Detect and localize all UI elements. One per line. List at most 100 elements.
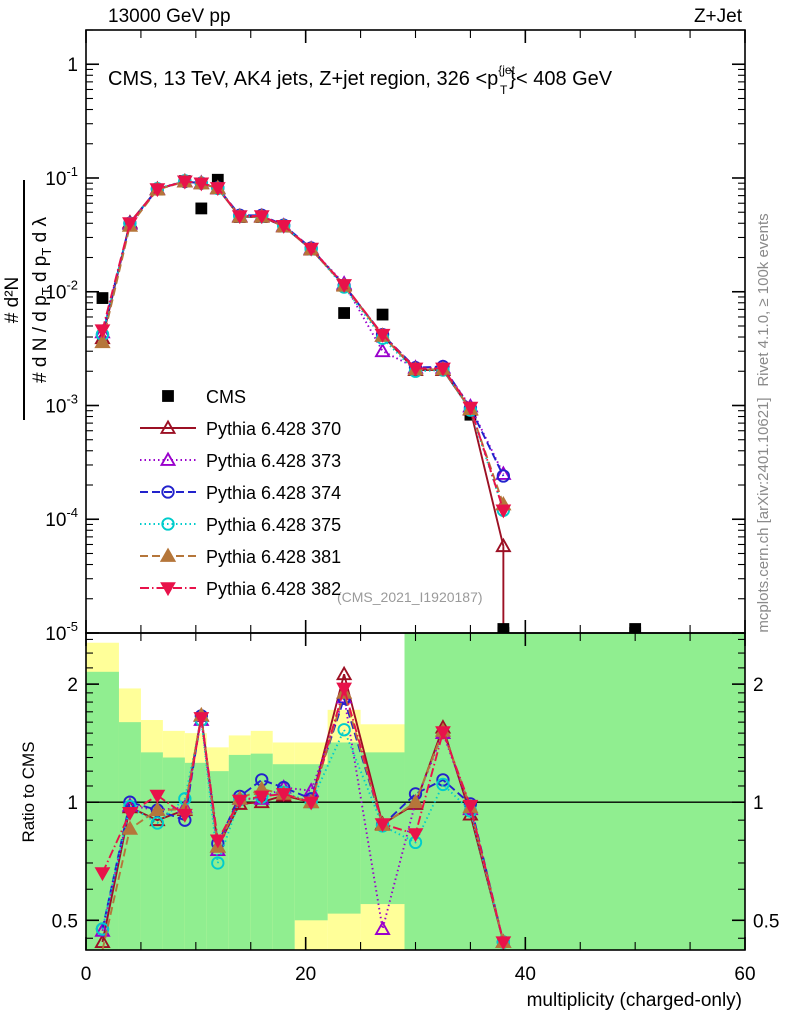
y-tick-label: 10-1	[45, 164, 78, 190]
legend-marker-p370	[159, 419, 177, 434]
rivet-version-label: Rivet 4.1.0, ≥ 100k events	[755, 213, 772, 386]
ratio-point-p370	[335, 665, 353, 681]
legend-entry-p382[interactable]: Pythia 6.428 382	[140, 579, 341, 599]
ratio-y-tick-label: 1	[67, 793, 78, 814]
plot-title: CMS, 13 TeV, AK4 jets, Z+jet region, 326…	[108, 63, 613, 97]
data-point-p382	[176, 175, 193, 190]
ratio-y-tick-label-right: 2	[753, 675, 764, 696]
ratio-point-p375	[95, 922, 110, 936]
data-point-p373	[495, 465, 512, 480]
data-point-p382	[435, 362, 451, 377]
x-axis: 0 20 40 60	[81, 30, 756, 985]
x-tick-label: 20	[295, 964, 316, 985]
ratio-point-p382	[374, 818, 391, 833]
legend-entry-p374[interactable]: Pythia 6.428 374	[140, 483, 341, 503]
ratio-point-p382	[336, 682, 352, 697]
data-point-p382	[275, 220, 292, 234]
legend-label: CMS	[206, 387, 246, 407]
main-y-axis: 110-110-210-310-410-5	[45, 29, 745, 645]
legend-marker-p373	[159, 451, 177, 466]
band-inner-segment	[327, 742, 361, 914]
main-y-axis-label: # d²N # d N / d pT d pT d λ	[2, 180, 54, 420]
data-point-p382	[122, 217, 138, 232]
x-axis-label: multiplicity (charged-only)	[527, 990, 742, 1011]
band-inner-segment	[86, 671, 119, 950]
ratio-point-p373	[94, 922, 111, 937]
series-line	[101, 179, 505, 511]
data-point-cms	[338, 307, 350, 319]
legend: CMS Pythia 6.428 370 Pythia 6.428 373 Pythi…	[140, 387, 341, 599]
header-beam-label: 13000 GeV pp	[108, 6, 231, 27]
y-label-numerator: # d²N	[2, 277, 23, 323]
data-point-p382	[209, 182, 226, 197]
band-inner-segment	[140, 752, 163, 950]
legend-label: Pythia 6.428 374	[206, 483, 341, 503]
y-tick-label: 10-3	[45, 391, 78, 417]
ratio-series-p382	[94, 682, 512, 951]
ratio-point-p382	[193, 712, 210, 727]
ratio-y-tick-label-right: 0.5	[753, 911, 779, 932]
ratio-panel	[86, 633, 745, 951]
ratio-y-axis: 2 2 1 1 0.5 0.5	[52, 638, 779, 939]
data-point-p382	[231, 210, 248, 225]
data-point-p381	[94, 333, 111, 349]
band-inner-segment	[272, 764, 295, 950]
legend-marker-p375	[161, 517, 175, 531]
ratio-y-tick-label-right: 1	[753, 793, 764, 814]
legend-entry-p373[interactable]: Pythia 6.428 373	[140, 451, 341, 471]
ratio-point-p381	[149, 801, 166, 816]
ratio-point-p382	[94, 867, 111, 882]
data-point-p373	[374, 342, 391, 358]
ratio-point-p373	[374, 920, 391, 935]
mcplots-source-label: mcplots.cern.ch [arXiv:2401.10621]	[755, 397, 772, 632]
y-label-denominator: # d N / d pT d pT d λ	[30, 217, 54, 383]
y-tick-label: 1	[67, 55, 78, 76]
legend-entry-cms[interactable]: CMS	[162, 387, 246, 407]
legend-label: Pythia 6.428 375	[206, 515, 341, 535]
legend-entry-p375[interactable]: Pythia 6.428 375	[140, 515, 341, 535]
ratio-point-p381	[121, 820, 139, 835]
ratio-point-p382	[176, 808, 193, 823]
ratio-line	[101, 695, 505, 943]
ratio-y-tick-label: 2	[67, 675, 78, 696]
data-point-p382	[149, 183, 166, 198]
ratio-point-p382	[275, 788, 292, 803]
band-inner-segment	[228, 754, 251, 950]
legend-entry-p381[interactable]: Pythia 6.428 381	[140, 547, 341, 567]
legend-marker-cms	[162, 390, 174, 402]
ratio-line	[101, 689, 505, 951]
ratio-point-p375	[436, 777, 450, 792]
series-p382	[94, 175, 512, 519]
ratio-point-p375	[211, 856, 225, 870]
legend-entry-p370[interactable]: Pythia 6.428 370	[140, 419, 341, 439]
ratio-point-p382	[149, 789, 166, 804]
ratio-line	[101, 684, 505, 943]
x-tick-label: 0	[81, 964, 92, 985]
uncertainty-bands	[86, 633, 745, 950]
ratio-point-p382	[435, 726, 451, 741]
legend-marker-p374	[161, 485, 175, 499]
analysis-watermark: (CMS_2021_I1920187)	[337, 589, 483, 605]
series-line	[101, 180, 505, 511]
ratio-point-p382	[253, 790, 270, 805]
x-tick-label: 40	[515, 964, 536, 985]
main-panel	[94, 172, 642, 639]
band-inner-segment	[206, 771, 229, 950]
legend-label: Pythia 6.428 373	[206, 451, 341, 471]
ratio-point-p382	[231, 794, 248, 809]
band-inner-segment	[118, 722, 141, 950]
band-inner-segment	[404, 633, 745, 950]
ratio-y-axis-label: Ratio to CMS	[19, 741, 38, 842]
data-point-p382	[303, 242, 320, 257]
data-point-p374	[496, 469, 511, 483]
ratio-point-p382	[495, 936, 512, 951]
ratio-point-p375	[150, 816, 165, 830]
data-point-cms	[376, 308, 389, 321]
legend-marker-p381	[159, 547, 177, 562]
data-point-p382	[336, 279, 352, 293]
ratio-y-tick-label: 0.5	[52, 911, 78, 932]
band-inner-segment	[162, 757, 185, 950]
data-point-p382	[193, 177, 210, 192]
data-point-p382	[462, 401, 479, 416]
